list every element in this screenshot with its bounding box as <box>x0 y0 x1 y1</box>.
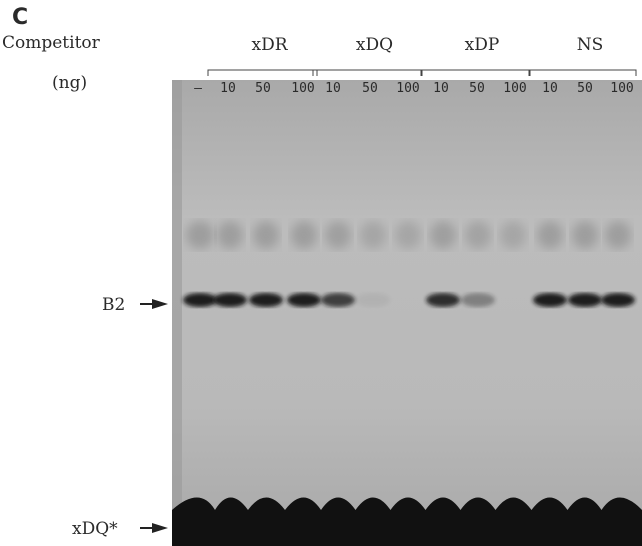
lane-label: 100 <box>396 81 419 96</box>
group-label: xDP <box>465 35 500 55</box>
smear <box>186 221 214 249</box>
lane-label: 100 <box>291 81 314 96</box>
smear <box>572 221 598 249</box>
free-probe-band <box>172 497 642 546</box>
lane-label: 10 <box>433 81 449 96</box>
lane-label: 100 <box>503 81 526 96</box>
smear <box>253 221 279 249</box>
smear <box>360 221 386 249</box>
lane-label: 50 <box>362 81 378 96</box>
lane-label: 10 <box>542 81 558 96</box>
unit-label: (ng) <box>52 73 87 93</box>
gel-edge <box>172 80 182 546</box>
smear <box>465 221 491 249</box>
marker-arrow <box>152 299 168 309</box>
competitor-label: Competitor <box>2 33 101 53</box>
gel <box>172 80 642 546</box>
smear <box>291 221 317 249</box>
marker-label: xDQ* <box>72 519 118 539</box>
band <box>183 293 217 307</box>
marker-arrow <box>152 523 168 533</box>
band <box>249 293 283 307</box>
panel-label: C <box>12 5 28 30</box>
lane-label: 50 <box>469 81 485 96</box>
group-bracket <box>312 69 423 76</box>
group-bracket <box>420 69 530 76</box>
group-bracket <box>207 69 318 76</box>
band <box>568 293 602 307</box>
band <box>533 293 567 307</box>
marker-label: B2 <box>102 295 125 315</box>
smear <box>537 221 563 249</box>
lane-label: 10 <box>220 81 236 96</box>
band <box>213 293 247 307</box>
lane-label: 10 <box>325 81 341 96</box>
bands: — xDR 10 50 100 xDQ 10 50 100 xDP 10 50 100 NS 10 50 100 <box>172 35 642 546</box>
lane-label: 50 <box>577 81 593 96</box>
group-label: NS <box>577 35 604 55</box>
smear <box>605 221 631 249</box>
band <box>321 293 355 307</box>
band <box>461 293 495 307</box>
smear <box>395 221 421 249</box>
band <box>426 293 460 307</box>
lane-label: — <box>194 81 202 96</box>
band <box>287 293 321 307</box>
band <box>601 293 635 307</box>
group-label: xDR <box>251 35 288 55</box>
group-bracket <box>529 69 637 76</box>
lane-label: 50 <box>255 81 271 96</box>
smear <box>430 221 456 249</box>
smear <box>325 221 351 249</box>
smear <box>500 221 526 249</box>
group-label: xDQ <box>356 35 393 55</box>
smear <box>217 221 243 249</box>
band <box>356 293 390 307</box>
lane-label: 100 <box>610 81 633 96</box>
